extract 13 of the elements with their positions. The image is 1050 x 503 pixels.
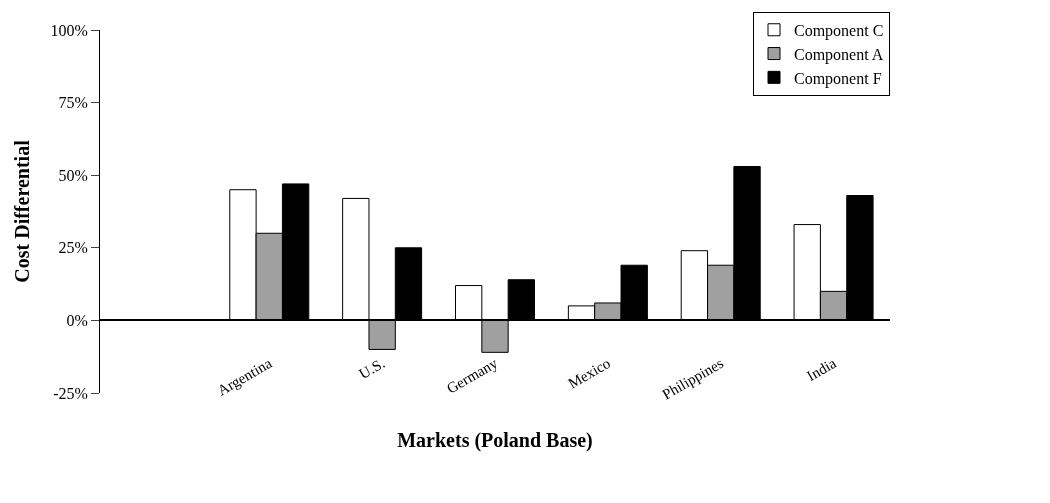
y-tick-label: 0% (66, 312, 88, 329)
y-tick-label: 50% (58, 166, 88, 184)
legend-label: Component F (794, 69, 882, 88)
legend-label: Component C (794, 21, 884, 40)
y-tick-label: 75% (58, 94, 88, 112)
y-axis-title: Cost Differential (10, 139, 33, 283)
x-tick-label: India (804, 354, 840, 385)
x-axis-title: Markets (Poland Base) (397, 428, 593, 452)
y-tick-label: -25% (53, 384, 88, 402)
legend-label: Component A (794, 45, 884, 64)
x-tick-label: U.S. (356, 354, 388, 383)
y-tick-label: 100% (50, 21, 88, 39)
y-tick-label: 25% (58, 239, 88, 257)
